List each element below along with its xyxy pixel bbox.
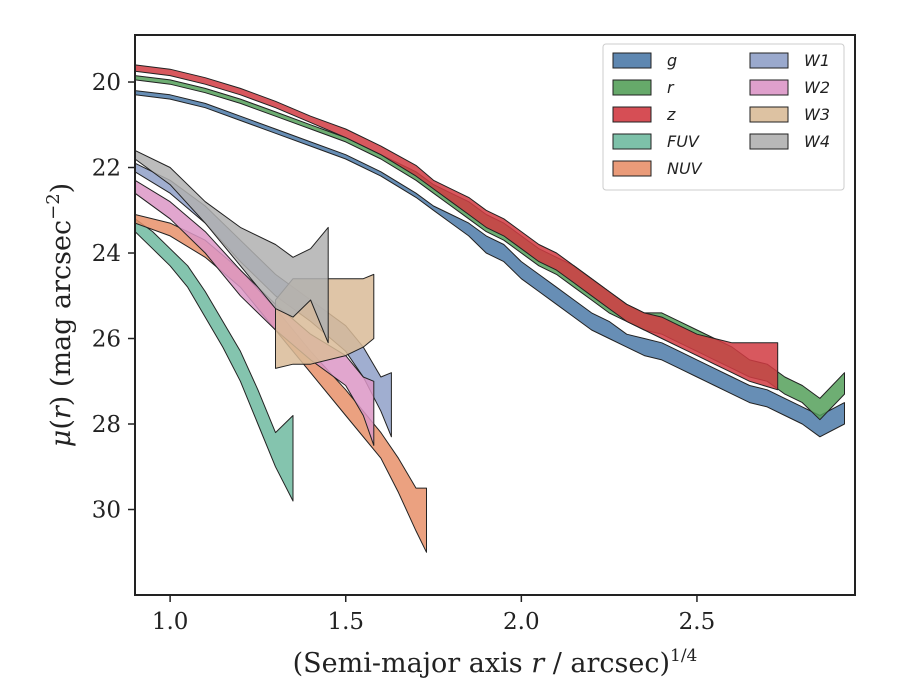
y-tick-label: 30	[92, 498, 121, 524]
y-tick-label: 24	[92, 241, 121, 267]
legend-label-w2: W2	[804, 78, 830, 97]
x-tick-label: 2.0	[503, 609, 540, 635]
axes-layer: 1.0 1.5 2.0 2.5 20 22 24 26 28 30 (Semi-major axis…	[43, 34, 856, 679]
legend-label-g: g	[667, 51, 677, 70]
x-tick-label: 1.0	[152, 609, 189, 635]
legend-label-nuv: NUV	[667, 159, 703, 178]
series-layer	[135, 64, 845, 553]
legend-swatch-nuv	[612, 160, 652, 177]
series-band-z	[135, 64, 779, 391]
x-axis-label: (Semi-major axis r / arcsec)1/4	[293, 646, 698, 679]
y-tick-label: 22	[92, 156, 121, 182]
legend-label-fuv: FUV	[667, 132, 700, 151]
x-tick-label: 1.5	[327, 609, 364, 635]
legend-swatch-fuv	[612, 133, 652, 150]
series-band-w4	[135, 149, 329, 344]
legend-swatch-w2	[749, 79, 789, 96]
legend: grz FUV NUV W1 W2 W3 W4	[602, 43, 845, 191]
plot-frame	[134, 34, 856, 596]
legend-swatch-w3	[749, 106, 789, 123]
y-tick-label: 28	[92, 412, 121, 438]
y-tick-label: 26	[92, 327, 121, 353]
legend-swatch-g	[612, 52, 652, 69]
legend-swatch-w1	[749, 52, 789, 69]
legend-label-r: r	[667, 78, 675, 97]
legend-swatch-r	[612, 79, 652, 96]
series-band-fuv	[135, 218, 294, 502]
x-tick-label: 2.5	[679, 609, 716, 635]
y-tick-label: 20	[92, 70, 121, 96]
legend-label-w3: W3	[804, 105, 830, 124]
series-band-w2	[135, 179, 375, 446]
legend-swatch-z	[612, 106, 652, 123]
legend-label-w4: W4	[804, 132, 830, 151]
y-axis-label: μ(r) (mag arcsec−2)	[43, 183, 77, 447]
legend-swatch-w4	[749, 133, 789, 150]
legend-label-z: z	[666, 105, 676, 124]
series-band-g	[135, 90, 845, 438]
legend-label-w1: W1	[804, 51, 830, 70]
